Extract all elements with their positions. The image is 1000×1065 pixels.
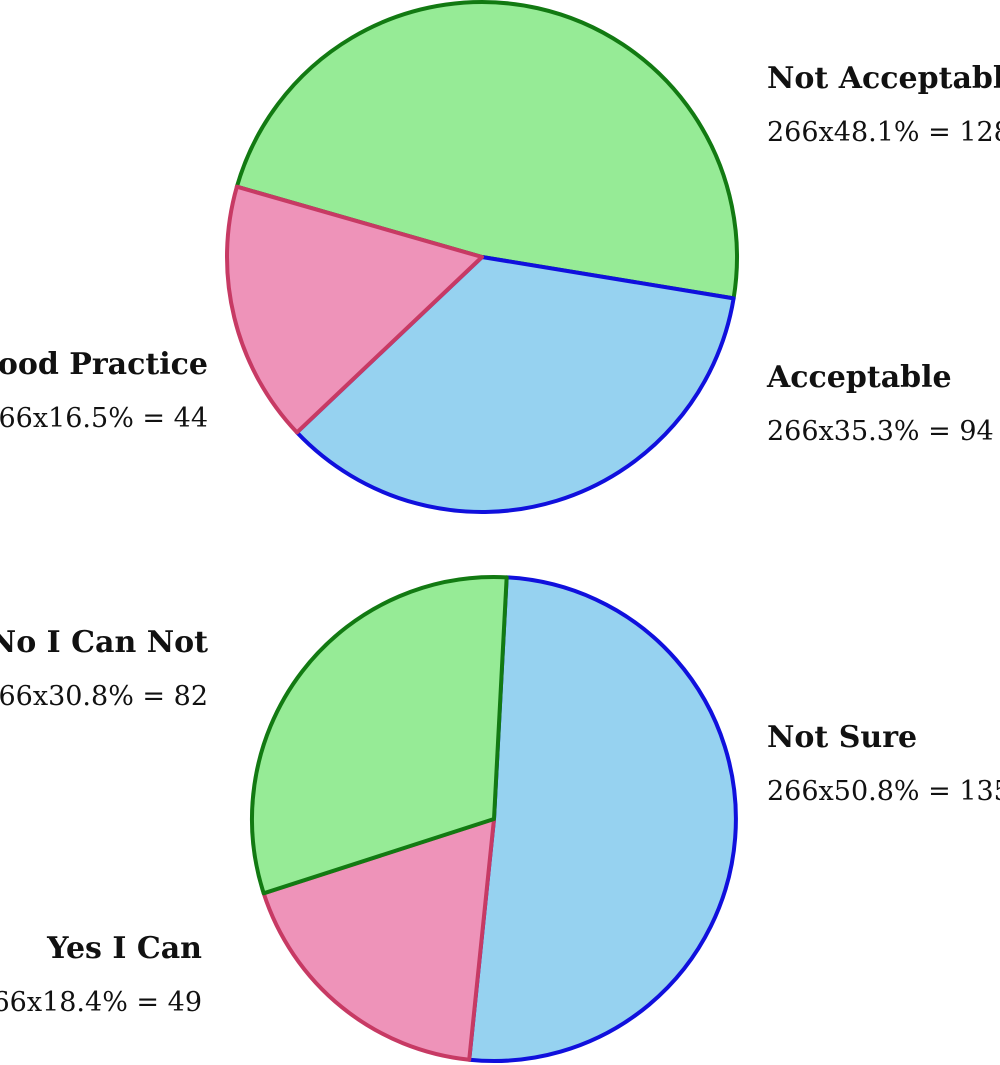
slice-label-acceptable: Acceptable bbox=[766, 360, 952, 395]
pie-slice-not-acceptable bbox=[234, 0, 739, 301]
pie-slice-not-sure bbox=[467, 575, 738, 1063]
slice-label-yes-i-can: Yes I Can bbox=[46, 931, 202, 966]
pie-slice-acceptable bbox=[294, 255, 736, 514]
pie-chart-bottom: Not Sure 266x50.8% = 135 Yes I Can 266x18.4… bbox=[0, 574, 1000, 1063]
slice-value-yes-i-can: 266x18.4% = 49 bbox=[0, 987, 202, 1018]
slice-label-no-i-can-not: No I Can Not bbox=[0, 625, 208, 660]
slice-label-good-practice: Good Practice bbox=[0, 347, 208, 382]
slice-value-no-i-can-not: 266x30.8% = 82 bbox=[0, 681, 208, 712]
slice-value-not-sure: 266x50.8% = 135 bbox=[767, 776, 1000, 807]
pie-chart-top: Not Acceptable 266x48.1% = 128 Acceptable 2… bbox=[0, 0, 1000, 514]
pie-slice-yes-i-can bbox=[261, 817, 496, 1062]
slice-value-not-acceptable: 266x48.1% = 128 bbox=[767, 117, 1000, 148]
slice-label-not-acceptable: Not Acceptable bbox=[767, 61, 1000, 96]
slice-label-not-sure: Not Sure bbox=[767, 720, 917, 755]
slice-value-acceptable: 266x35.3% = 94 bbox=[767, 416, 994, 447]
pie-slice-no-i-can-not bbox=[250, 574, 509, 896]
slice-value-good-practice: 266x16.5% = 44 bbox=[0, 403, 208, 434]
pie-slice-good-practice bbox=[225, 184, 484, 435]
